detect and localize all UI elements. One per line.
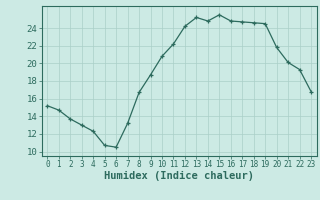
X-axis label: Humidex (Indice chaleur): Humidex (Indice chaleur) — [104, 171, 254, 181]
